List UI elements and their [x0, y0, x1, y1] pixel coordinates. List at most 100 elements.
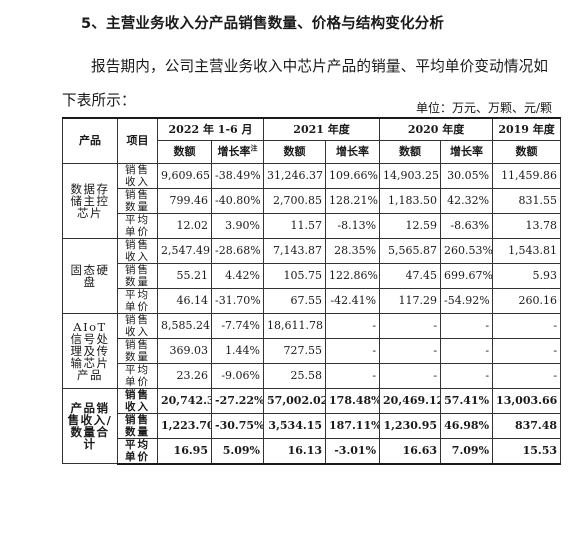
table-row: 产品销售收入/数量合计销售收入20,742.38-27.22%57,002.02…: [62, 387, 562, 465]
value-cell: 57.41%: [440, 387, 494, 414]
value-cell: 9,609.65: [157, 162, 212, 189]
header-period-2022h1: 2022 年 1-6 月: [156, 117, 265, 142]
value-cell: 20,469.12: [379, 387, 442, 414]
value-cell: 260.53%: [440, 237, 494, 264]
table-row: 销售数量 799.46 -40.80% 2,700.85 128.21% 1,183.50…: [63, 187, 562, 214]
value-cell: 25.58: [263, 362, 327, 389]
value-cell: -28.68%: [210, 237, 265, 264]
value-cell: 20,742.38: [157, 387, 212, 414]
header-amount: 数额: [263, 140, 327, 164]
header-item: 项目: [117, 116, 158, 164]
value-cell: -: [325, 312, 381, 339]
value-cell: -: [492, 362, 562, 389]
value-cell: -: [492, 312, 562, 339]
value-cell: 8,585.24: [157, 312, 212, 339]
value-cell: -: [440, 312, 494, 339]
item-label: 销售数量: [117, 337, 158, 364]
header-period-2021: 2021 年度: [263, 117, 381, 142]
growth-note-mark: 注: [250, 143, 258, 153]
value-cell: 369.03: [157, 337, 212, 364]
section-title: 5、主营业务收入分产品销售数量、价格与结构变化分析: [81, 16, 445, 32]
item-label: 销售收入: [117, 312, 158, 339]
sales-volume-price-table: 产品 项目 2022 年 1-6 月 2021 年度 2020 年度 2019 …: [62, 116, 562, 465]
value-cell: -8.13%: [325, 212, 381, 239]
value-cell: 18,611.78: [263, 312, 327, 339]
value-cell: -27.22%: [210, 387, 265, 414]
table-row: 平均单价 12.02 3.90% 11.57 -8.13% 12.59 -8.63% 13.7…: [63, 212, 562, 239]
value-cell: 14,903.25: [379, 162, 442, 189]
value-cell: -42.41%: [325, 287, 381, 314]
item-label: 平均单价: [117, 287, 158, 314]
value-cell: 55.21: [157, 262, 212, 289]
item-label: 平均单价: [117, 362, 158, 389]
value-cell: -54.92%: [440, 287, 494, 314]
value-cell: 16.13: [263, 437, 327, 465]
value-cell: 1,543.81: [492, 237, 562, 264]
value-cell: 30.05%: [440, 162, 494, 189]
unit-note: 单位：万元、万颗、元/颗: [415, 101, 552, 115]
value-cell: 7.09%: [440, 437, 494, 465]
value-cell: -: [379, 362, 442, 389]
value-cell: 42.32%: [440, 187, 494, 214]
value-cell: -: [325, 362, 381, 389]
header-product: 产品: [62, 116, 118, 164]
item-label: 销售收入: [117, 162, 158, 189]
table-row: 平均单价 46.14 -31.70% 67.55 -42.41% 117.29 -54.92…: [63, 287, 562, 314]
intro-paragraph: 报告期内，公司主营业务收入中芯片产品的销量、平均单价变动情况如下表所示：: [62, 58, 549, 109]
value-cell: -8.63%: [440, 212, 494, 239]
table-row: 销售数量 1,223.70 -30.75% 3,534.15 187.11% 1,230.…: [63, 412, 562, 439]
product-name: 产品销售收入/数量合计: [62, 387, 118, 465]
value-cell: 16.63: [379, 437, 442, 465]
header-growth-label: 增长率: [217, 145, 251, 159]
value-cell: -40.80%: [210, 187, 265, 214]
value-cell: 187.11%: [325, 412, 381, 439]
value-cell: 15.53: [492, 437, 562, 465]
value-cell: 799.46: [157, 187, 212, 214]
value-cell: 4.42%: [210, 262, 265, 289]
value-cell: 23.26: [157, 362, 212, 389]
table-row: 固态硬盘 销售收入 2,547.49 -28.68% 7,143.87 28.35% 5,5…: [62, 237, 562, 314]
value-cell: 47.45: [379, 262, 442, 289]
value-cell: 105.75: [263, 262, 327, 289]
header-period-2020: 2020 年度: [379, 117, 494, 142]
value-cell: 837.48: [492, 412, 562, 439]
value-cell: 260.16: [492, 287, 562, 314]
value-cell: -30.75%: [210, 412, 265, 439]
table-row: 平均单价 16.95 5.09% 16.13 -3.01% 16.63 7.09% 15.53: [63, 437, 562, 465]
value-cell: -: [440, 362, 494, 389]
value-cell: 122.86%: [325, 262, 381, 289]
value-cell: 11,459.86: [492, 162, 562, 189]
product-name: 数据存储主控芯片: [62, 162, 118, 239]
value-cell: 46.14: [157, 287, 212, 314]
value-cell: 28.35%: [325, 237, 381, 264]
header-amount: 数额: [379, 140, 442, 164]
item-label: 销售数量: [117, 412, 158, 439]
item-label: 平均单价: [117, 212, 158, 239]
item-label: 销售数量: [117, 262, 158, 289]
table-row: 平均单价 23.26 -9.06% 25.58- - - -: [63, 362, 562, 389]
value-cell: 3,534.15: [263, 412, 327, 439]
item-label: 销售数量: [117, 187, 158, 214]
table-row: 销售数量 55.21 4.42% 105.75 122.86% 47.45 699.67% 5…: [63, 262, 562, 289]
value-cell: -3.01%: [325, 437, 381, 465]
value-cell: 13,003.66: [492, 387, 562, 414]
value-cell: 2,547.49: [157, 237, 212, 264]
header-growth-noted: 增长率注: [210, 140, 265, 164]
value-cell: 1,230.95: [379, 412, 442, 439]
value-cell: 1,183.50: [379, 187, 442, 214]
value-cell: 3.90%: [210, 212, 265, 239]
value-cell: 109.66%: [325, 162, 381, 189]
value-cell: 178.48%: [325, 387, 381, 414]
header-amount: 数额: [492, 140, 562, 164]
value-cell: -: [379, 312, 442, 339]
value-cell: 5,565.87: [379, 237, 442, 264]
product-name: AIoT 信号处理及传输芯片产品: [62, 312, 118, 389]
value-cell: -: [492, 337, 562, 364]
value-cell: -7.74%: [210, 312, 265, 339]
table-row: 数据存储主控芯片 销售收入 9,609.65 -38.49% 31,246.37 109.…: [62, 162, 562, 239]
value-cell: -9.06%: [210, 362, 265, 389]
value-cell: -: [379, 337, 442, 364]
item-label: 销售收入: [117, 237, 158, 264]
value-cell: 5.93: [492, 262, 562, 289]
value-cell: 12.02: [157, 212, 212, 239]
